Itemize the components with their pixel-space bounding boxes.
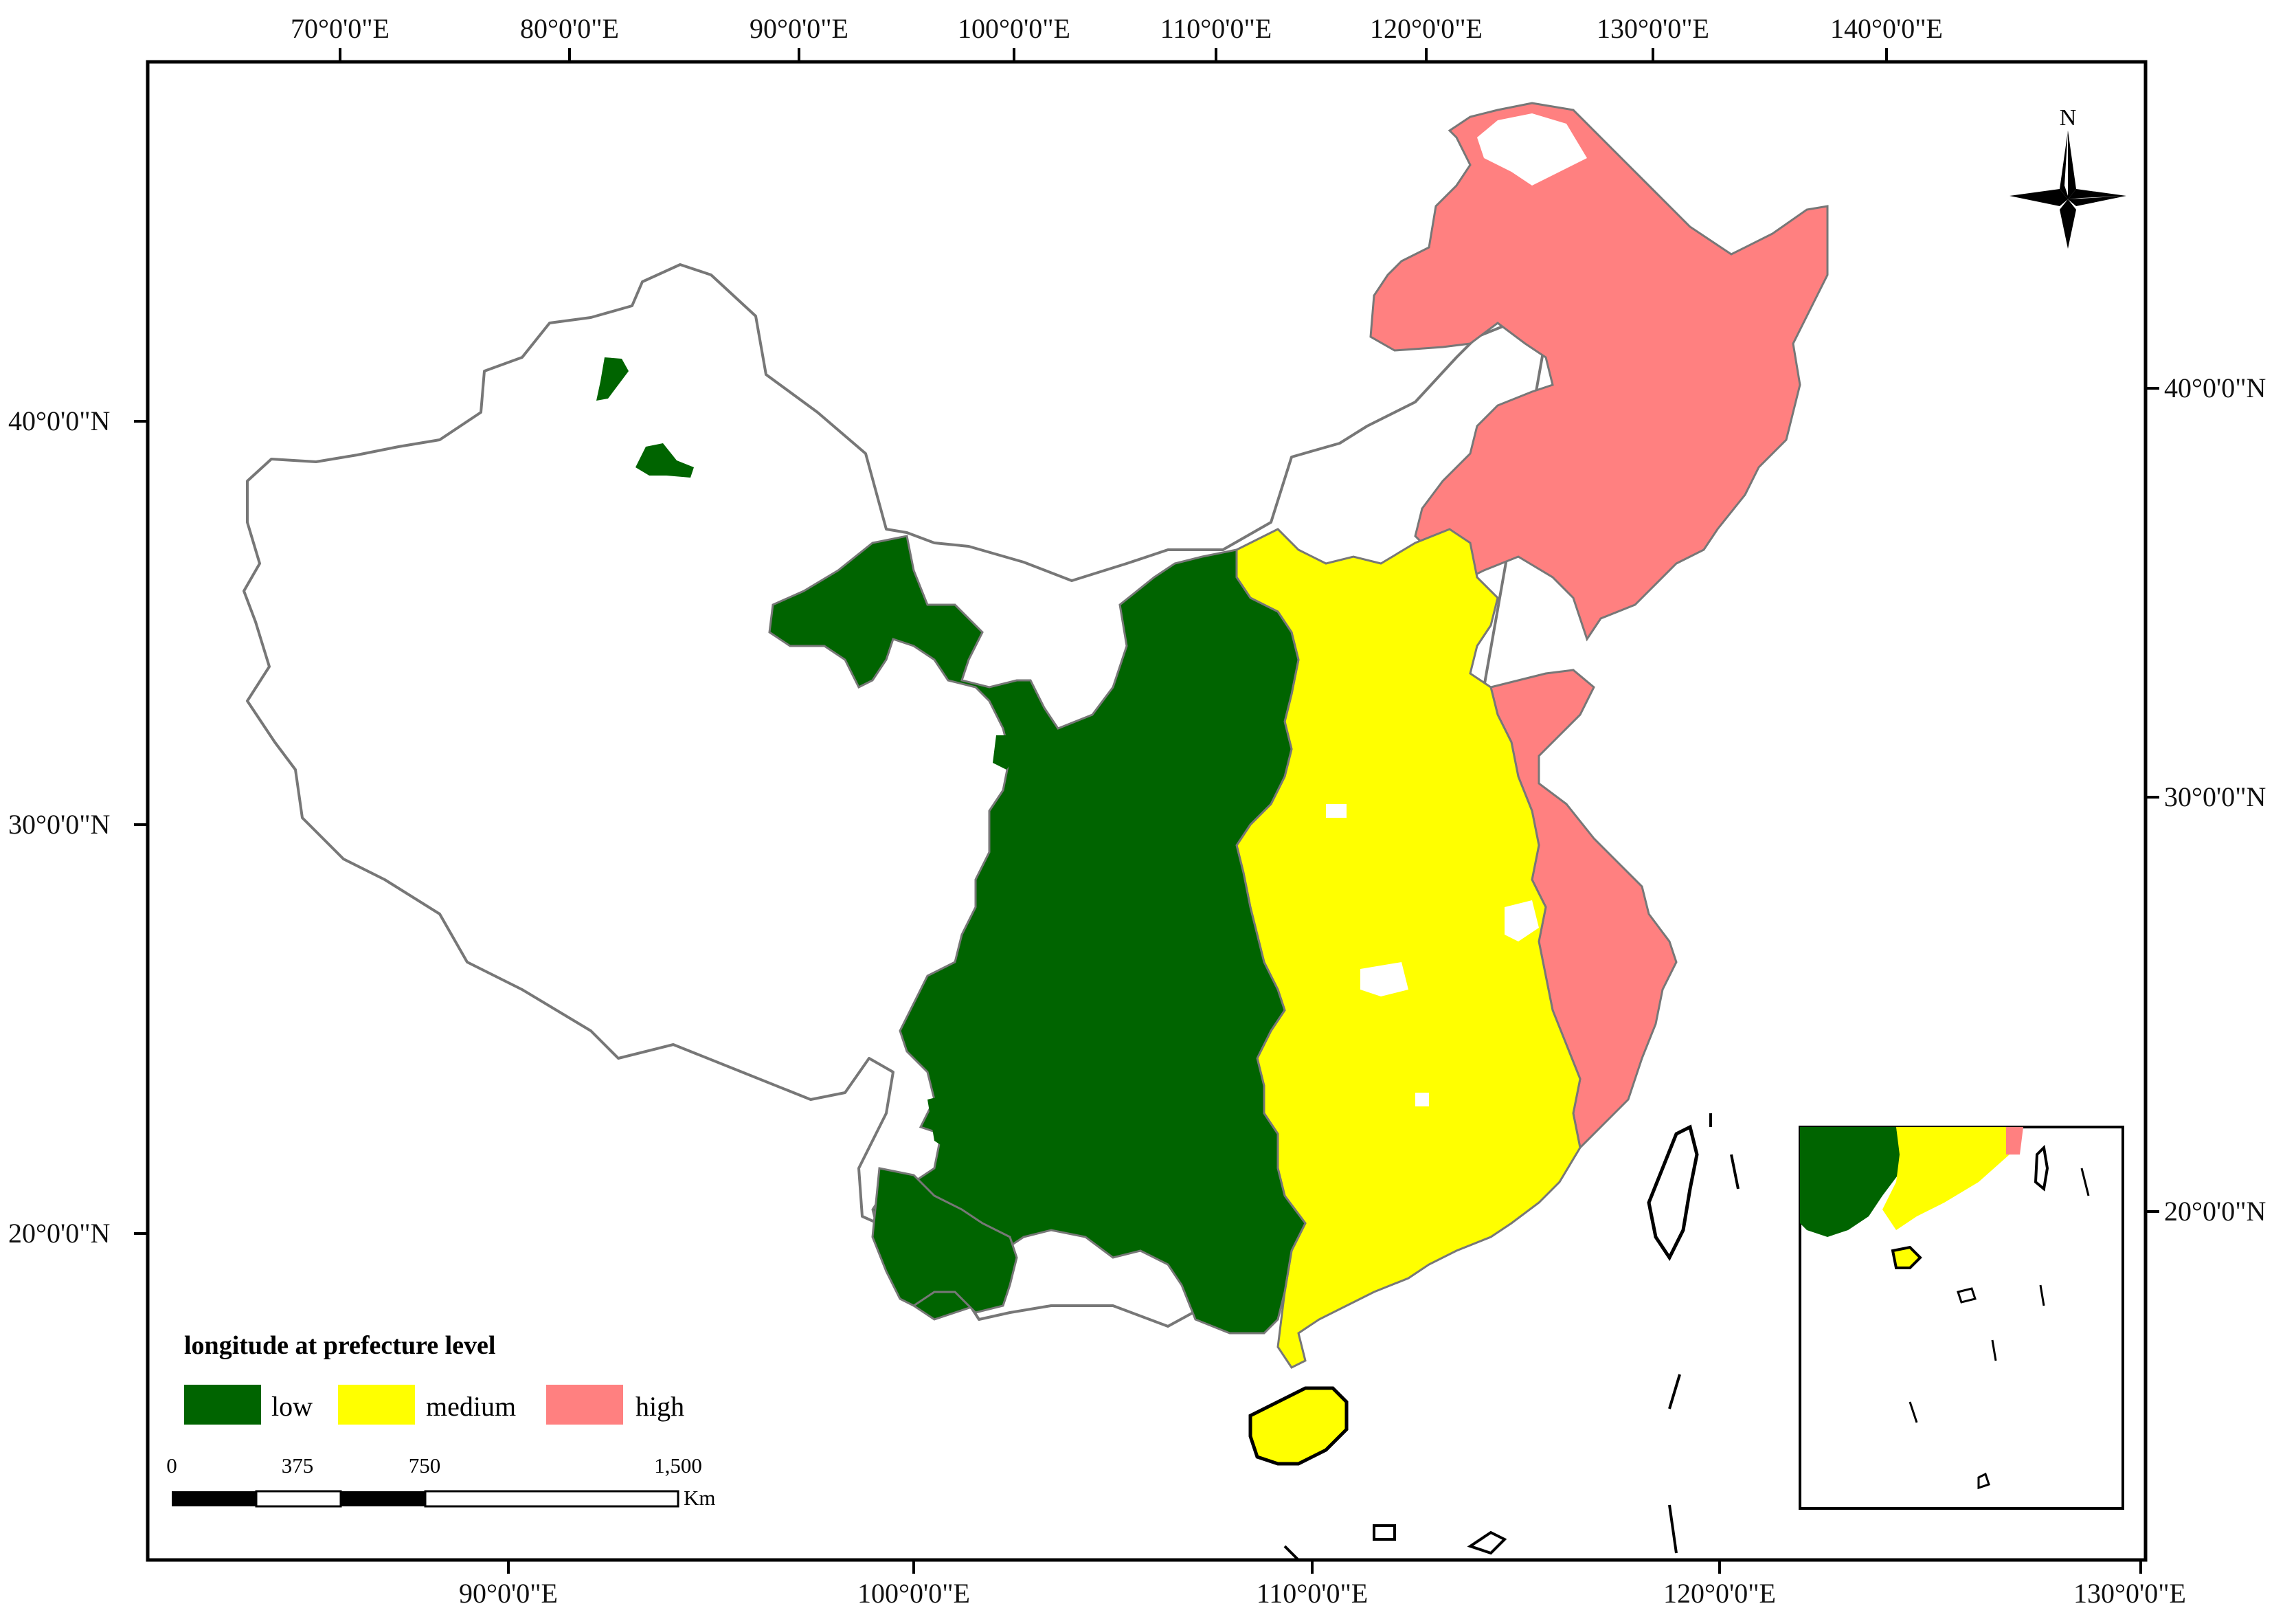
top-tick-label: 120°0'0"E <box>1370 13 1483 44</box>
island-hainan <box>1248 1386 1349 1466</box>
legend-label-medium: medium <box>426 1391 516 1422</box>
top-tick-labels: 70°0'0"E 80°0'0"E 90°0'0"E 100°0'0"E 110… <box>291 13 1943 44</box>
legend-label-low: low <box>271 1391 313 1422</box>
top-tick-label: 80°0'0"E <box>520 13 619 44</box>
region-high-northeast <box>1369 102 1829 642</box>
bottom-tick-label: 110°0'0"E <box>1257 1578 1368 1609</box>
scale-tick-1500: 1,500 <box>654 1453 702 1477</box>
legend-title: longitude at prefecture level <box>184 1331 495 1360</box>
scale-bar: 0 375 750 1,500 Km <box>166 1453 715 1510</box>
legend-swatch-medium <box>338 1385 415 1425</box>
right-tick-label: 20°0'0"N <box>2164 1196 2266 1227</box>
scale-tick-750: 750 <box>409 1453 441 1477</box>
right-ticks <box>2146 387 2159 1213</box>
right-tick-label: 30°0'0"N <box>2164 781 2266 812</box>
left-tick-labels: 40°0'0"N 30°0'0"N 20°0'0"N <box>8 405 110 1249</box>
left-tick-label: 20°0'0"N <box>8 1218 110 1249</box>
left-tick-label: 40°0'0"N <box>8 405 110 436</box>
scale-tick-375: 375 <box>282 1453 314 1477</box>
legend-label-high: high <box>635 1391 684 1422</box>
compass-rose-icon: N <box>2010 105 2126 249</box>
region-low-xinjiang-2 <box>635 443 694 478</box>
scale-unit: Km <box>684 1486 716 1510</box>
left-ticks <box>134 420 148 1235</box>
bottom-tick-label: 100°0'0"E <box>857 1578 970 1609</box>
top-tick-label: 100°0'0"E <box>958 13 1070 44</box>
left-tick-label: 30°0'0"N <box>8 809 110 840</box>
inset-map <box>1799 1126 2124 1510</box>
top-ticks <box>339 48 1888 62</box>
bottom-tick-label: 130°0'0"E <box>2073 1578 2186 1609</box>
bottom-ticks <box>507 1560 2142 1574</box>
top-tick-label: 90°0'0"E <box>750 13 848 44</box>
region-low-small-3 <box>993 735 1017 770</box>
region-low-central <box>768 535 1307 1335</box>
top-tick-label: 140°0'0"E <box>1830 13 1943 44</box>
bottom-tick-labels: 90°0'0"E 100°0'0"E 110°0'0"E 120°0'0"E 1… <box>459 1578 2186 1609</box>
top-tick-label: 130°0'0"E <box>1597 13 1709 44</box>
legend-swatch-low <box>184 1385 261 1425</box>
region-unfilled-ne <box>1477 113 1587 186</box>
region-low-small-4 <box>927 1093 1017 1161</box>
top-tick-label: 70°0'0"E <box>291 13 390 44</box>
bottom-tick-label: 90°0'0"E <box>459 1578 558 1609</box>
region-low-southwest <box>871 1167 1018 1314</box>
region-low-xinjiang-1 <box>596 357 629 401</box>
bottom-tick-label: 120°0'0"E <box>1663 1578 1776 1609</box>
island-taiwan <box>1647 1124 1699 1261</box>
scale-tick-0: 0 <box>166 1453 177 1477</box>
legend-swatch-high <box>546 1385 623 1425</box>
right-tick-labels: 40°0'0"N 30°0'0"N 20°0'0"N <box>2164 372 2266 1227</box>
top-tick-label: 110°0'0"E <box>1160 13 1272 44</box>
legend: longitude at prefecture level low medium… <box>184 1331 684 1425</box>
south-china-sea-marks <box>1283 1113 1740 1561</box>
north-label: N <box>2060 105 2077 131</box>
right-tick-label: 40°0'0"N <box>2164 372 2266 403</box>
